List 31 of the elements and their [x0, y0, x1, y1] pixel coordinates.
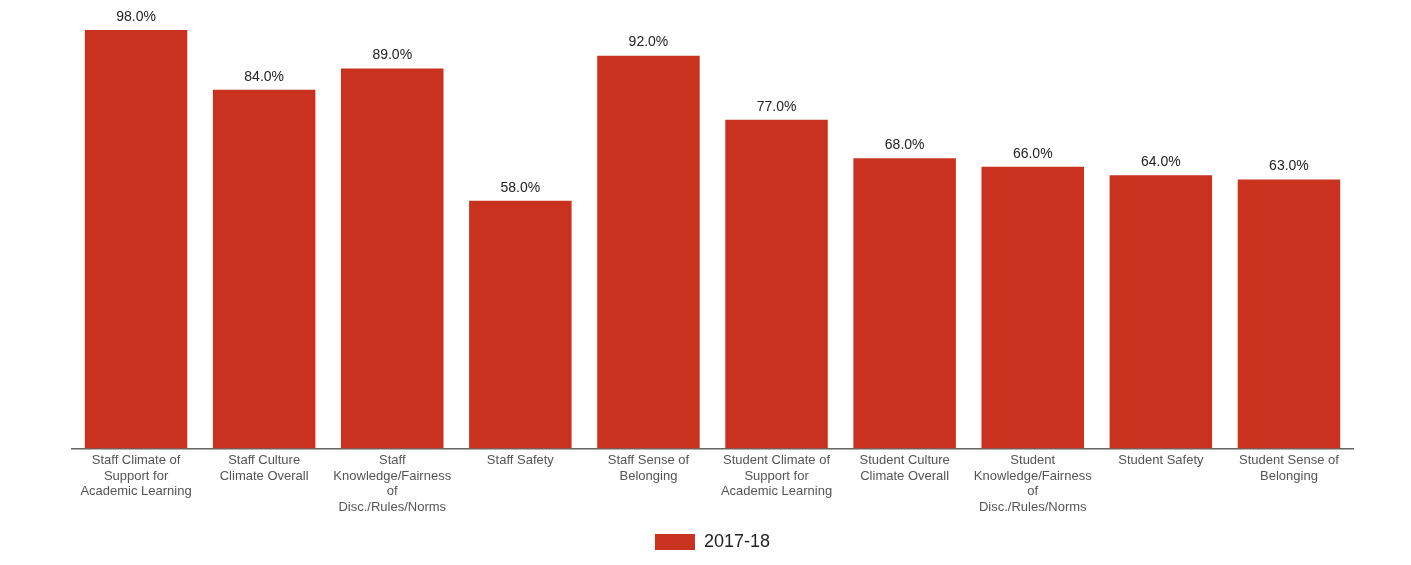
- bar: [725, 119, 828, 449]
- x-tick-label: Student Culture Climate Overall: [859, 451, 950, 483]
- x-tick-label: Staff Culture Climate Overall: [219, 451, 309, 483]
- x-tick-label: Staff Climate of Support for Academic Learning: [80, 451, 192, 499]
- x-tick-label: Staff Sense of Belonging: [607, 451, 690, 483]
- data-label: 98.0%: [116, 7, 156, 24]
- data-label: 77.0%: [756, 97, 797, 114]
- bar: [469, 200, 572, 449]
- data-label: 64.0%: [1141, 153, 1181, 170]
- x-tick-label: Staff Knowledge/Fairness of Disc./Rules/Norms: [333, 451, 452, 514]
- x-tick-label: Student Safety: [1118, 451, 1204, 467]
- data-label: 63.0%: [1269, 157, 1309, 174]
- bar: [1237, 179, 1341, 449]
- x-tick-label: Student Knowledge/Fairness of Disc./Rules/Norms: [973, 451, 1093, 514]
- data-label: 92.0%: [628, 33, 669, 50]
- data-label: 84.0%: [244, 67, 284, 84]
- x-tick-label: Staff Safety: [486, 451, 555, 467]
- x-tick-label: Student Sense of Belonging: [1239, 451, 1340, 483]
- data-label: 58.0%: [500, 178, 541, 195]
- bar: [853, 158, 956, 449]
- data-label: 66.0%: [1012, 144, 1053, 161]
- bar: [84, 30, 188, 449]
- data-label: 68.0%: [884, 136, 925, 152]
- x-tick-label: Student Climate of Support for Academic Learning: [720, 451, 833, 499]
- bar: [981, 166, 1084, 449]
- bar: [341, 68, 444, 449]
- bar: [212, 89, 316, 449]
- legend-label: 2017-18: [703, 530, 771, 551]
- bar: [1109, 175, 1213, 449]
- bar: [597, 55, 700, 449]
- data-label: 89.0%: [372, 46, 413, 63]
